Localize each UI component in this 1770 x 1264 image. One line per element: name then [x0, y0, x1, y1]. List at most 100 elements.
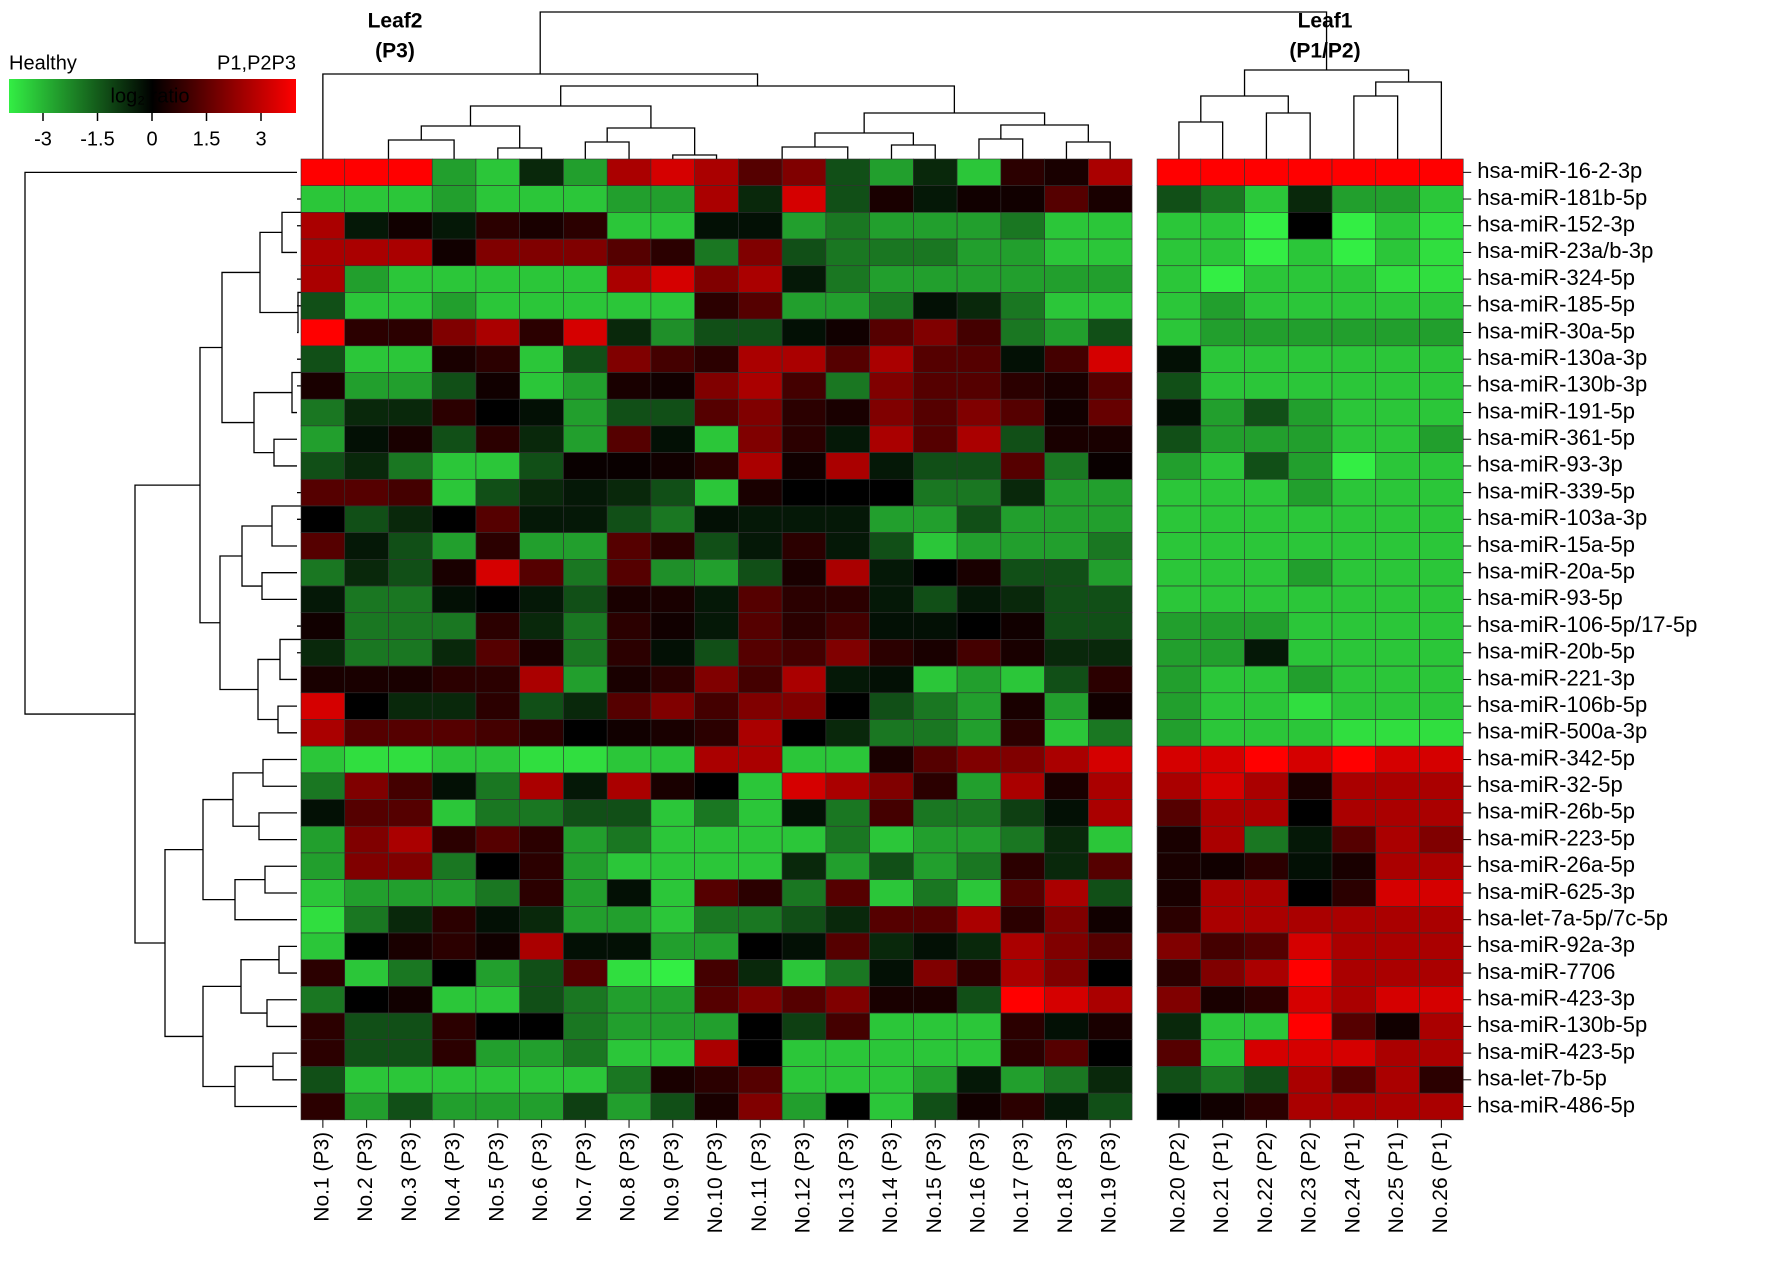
dendrogram-branch: [202, 798, 235, 901]
column-label: No.3 (P3): [398, 1132, 421, 1222]
heatmap-cell: [1044, 265, 1089, 293]
heatmap-cell: [1000, 799, 1045, 827]
heatmap-cell: [606, 372, 652, 400]
heatmap-cell: [1156, 318, 1202, 347]
heatmap-cell: [956, 185, 1002, 213]
heatmap-cell: [1200, 1092, 1245, 1121]
column-label: No.6 (P3): [529, 1132, 552, 1222]
heatmap-cell: [869, 1039, 914, 1067]
heatmap-cell: [1200, 345, 1245, 373]
heatmap-cell: [825, 799, 870, 827]
heatmap-cell: [1419, 1039, 1464, 1067]
column-label: No.13 (P3): [835, 1132, 858, 1234]
heatmap-cell: [781, 612, 827, 640]
heatmap-cell: [1331, 452, 1377, 480]
heatmap-cell: [1244, 158, 1289, 186]
heatmap-cell: [1331, 665, 1377, 694]
heatmap-cell: [300, 1039, 346, 1067]
dendrogram-branch: [1243, 69, 1410, 96]
heatmap-cell: [694, 612, 739, 640]
heatmap-cell: [1287, 1092, 1333, 1121]
heatmap-cell: [781, 772, 827, 800]
heatmap-cell: [300, 772, 346, 800]
heatmap-cell: [431, 559, 477, 587]
heatmap-cell: [650, 212, 695, 240]
heatmap-cell: [1244, 425, 1289, 453]
heatmap-cell: [825, 665, 870, 694]
heatmap-cell: [1331, 212, 1377, 240]
heatmap-cell: [431, 906, 477, 934]
heatmap-cell: [475, 372, 520, 400]
heatmap-cell: [1419, 585, 1464, 614]
heatmap-cell: [694, 532, 739, 560]
heatmap-cell: [1000, 852, 1045, 880]
heatmap-cell: [1044, 372, 1089, 400]
row-label: hsa-miR-223-5p: [1477, 825, 1635, 850]
heatmap-cell: [1331, 932, 1377, 961]
heatmap-cell: [1156, 692, 1202, 720]
heatmap-cell: [1000, 452, 1045, 480]
heatmap-cell: [1419, 372, 1464, 400]
row-label: hsa-miR-324-5p: [1477, 265, 1635, 290]
dendrogram-branch: [584, 141, 630, 159]
heatmap-cell: [781, 719, 827, 747]
heatmap-cell: [694, 265, 739, 293]
heatmap-cell: [431, 478, 477, 507]
heatmap-cell: [1244, 879, 1289, 907]
heatmap-cell: [869, 398, 914, 427]
heatmap-cell: [650, 906, 695, 934]
heatmap-cell: [1088, 398, 1133, 427]
heatmap-cell: [475, 932, 520, 961]
heatmap-cell: [1044, 745, 1089, 774]
heatmap-cell: [913, 532, 958, 560]
dendrogram-branch: [387, 139, 455, 160]
heatmap-cell: [519, 452, 564, 480]
row-label: hsa-miR-361-5p: [1477, 425, 1635, 450]
heatmap-cell: [388, 1012, 433, 1041]
heatmap-cell: [1000, 665, 1045, 694]
heatmap-cell: [825, 1066, 870, 1094]
heatmap-cell: [475, 906, 520, 934]
heatmap-cell: [475, 158, 520, 186]
heatmap-cell: [1088, 959, 1133, 987]
heatmap-cell: [781, 478, 827, 507]
heatmap-cell: [956, 265, 1002, 293]
heatmap-cell: [1000, 932, 1045, 961]
heatmap-cell: [431, 158, 477, 186]
heatmap-cell: [1287, 425, 1333, 453]
heatmap-cell: [738, 692, 783, 720]
row-label: hsa-miR-20b-5p: [1477, 639, 1635, 664]
heatmap-cell: [1044, 185, 1089, 213]
heatmap-cell: [913, 932, 958, 961]
heatmap-cell: [344, 238, 389, 267]
heatmap-cell: [1156, 639, 1202, 667]
heatmap-cell: [1375, 532, 1420, 560]
heatmap-cell: [475, 665, 520, 694]
heatmap-cell: [738, 425, 783, 453]
heatmap-cell: [388, 639, 433, 667]
heatmap-cell: [431, 745, 477, 774]
heatmap-cell: [300, 238, 346, 267]
dendrogram-branch: [1375, 81, 1443, 159]
heatmap-cell: [1200, 212, 1245, 240]
heatmap-cell: [1419, 398, 1464, 427]
heatmap-cell: [1375, 425, 1420, 453]
heatmap-cell: [1375, 478, 1420, 507]
heatmap-cell: [344, 265, 389, 293]
heatmap-cell: [563, 692, 608, 720]
heatmap-cell: [913, 986, 958, 1014]
heatmap-cell: [1200, 238, 1245, 267]
heatmap-cell: [913, 692, 958, 720]
heatmap-cell: [344, 1039, 389, 1067]
heatmap-cell: [300, 1092, 346, 1121]
heatmap-cell: [1156, 452, 1202, 480]
heatmap-cell: [1375, 345, 1420, 373]
dendrogram-branch: [539, 11, 1328, 74]
column-label: No.2 (P3): [354, 1132, 377, 1222]
heatmap-cell: [1200, 959, 1245, 987]
heatmap-cell: [1044, 532, 1089, 560]
heatmap-cell: [1088, 879, 1133, 907]
heatmap-cell: [869, 932, 914, 961]
heatmap-cell: [431, 719, 477, 747]
heatmap-cell: [1419, 959, 1464, 987]
